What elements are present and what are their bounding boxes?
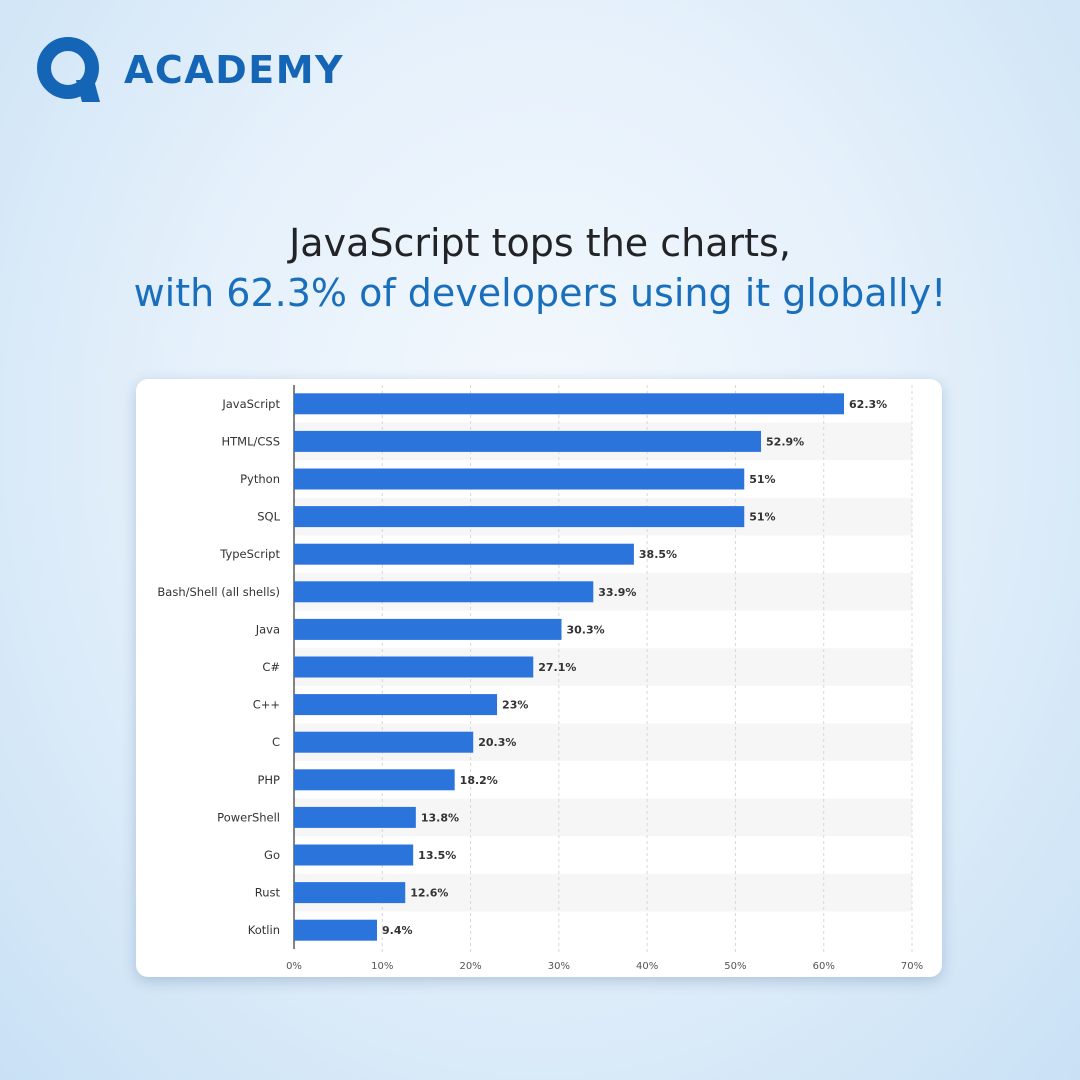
category-label: Go — [264, 848, 280, 862]
category-label: C# — [262, 660, 280, 674]
bar — [294, 769, 455, 791]
headline: JavaScript tops the charts, with 62.3% o… — [0, 218, 1080, 318]
value-label: 33.9% — [598, 586, 636, 599]
bar — [294, 806, 416, 828]
bar — [294, 844, 414, 866]
bar — [294, 882, 406, 904]
bar — [294, 618, 562, 640]
value-label: 20.3% — [478, 736, 516, 749]
x-tick-label: 70% — [901, 961, 923, 972]
brand-name: ACADEMY — [124, 48, 345, 92]
category-label: Bash/Shell (all shells) — [157, 585, 280, 599]
bar — [294, 581, 594, 603]
bar — [294, 468, 745, 490]
brand-logo: ACADEMY — [36, 36, 344, 104]
x-tick-label: 30% — [548, 961, 570, 972]
bar — [294, 656, 534, 678]
chart-card: 0% 10% 20% 30% 40% 50% 60% 70% JavaScript 62.3% HT… — [136, 379, 942, 977]
category-label: TypeScript — [219, 547, 280, 561]
value-label: 27.1% — [538, 661, 576, 674]
value-label: 9.4% — [382, 924, 413, 937]
value-label: 52.9% — [766, 435, 804, 448]
bar — [294, 731, 474, 753]
category-label: HTML/CSS — [221, 434, 280, 448]
value-label: 62.3% — [849, 398, 887, 411]
x-tick-label: 20% — [459, 961, 481, 972]
category-label: SQL — [257, 510, 280, 524]
bar — [294, 430, 762, 452]
value-label: 30.3% — [567, 623, 605, 636]
value-label: 38.5% — [639, 548, 677, 561]
value-label: 13.8% — [421, 811, 459, 824]
x-tick-label: 50% — [724, 961, 746, 972]
category-label: C — [272, 735, 280, 749]
q-logo-icon — [37, 37, 100, 102]
category-label: PHP — [257, 773, 280, 787]
category-label: Python — [240, 472, 280, 486]
bar — [294, 506, 745, 528]
headline-line-2: with 62.3% of developers using it global… — [133, 271, 947, 315]
x-tick-label: 0% — [286, 961, 302, 972]
bar — [294, 919, 377, 941]
value-label: 12.6% — [410, 887, 448, 900]
category-label: PowerShell — [217, 810, 280, 824]
x-tick-label: 60% — [813, 961, 835, 972]
x-tick-label: 40% — [636, 961, 658, 972]
value-label: 51% — [749, 511, 775, 524]
category-label: C++ — [253, 698, 280, 712]
category-label: Kotlin — [248, 923, 280, 937]
headline-line-1: JavaScript tops the charts, — [289, 221, 791, 265]
category-label: JavaScript — [221, 397, 280, 411]
value-label: 51% — [749, 473, 775, 486]
bar — [294, 393, 845, 415]
category-label: Rust — [255, 886, 281, 900]
bar — [294, 694, 498, 716]
x-tick-label: 10% — [371, 961, 393, 972]
bar — [294, 543, 634, 565]
value-label: 23% — [502, 699, 528, 712]
value-label: 18.2% — [460, 774, 498, 787]
category-label: Java — [255, 622, 280, 636]
bar-chart: 0% 10% 20% 30% 40% 50% 60% 70% JavaScript 62.3% HT… — [157, 385, 923, 972]
value-label: 13.5% — [418, 849, 456, 862]
